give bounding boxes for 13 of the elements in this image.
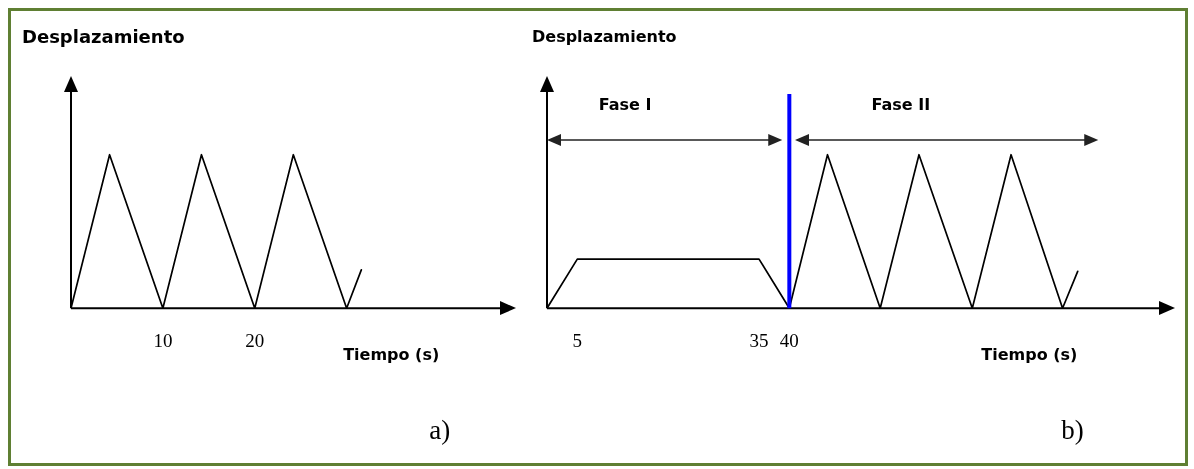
text: Fase I	[598, 94, 652, 114]
text: Fase II	[871, 94, 931, 114]
x-tick-label: 20	[245, 329, 265, 351]
x-tick-label: 40	[779, 329, 799, 351]
y-axis-title: Desplazamiento	[22, 25, 185, 47]
y-axis-title: Desplazamiento	[532, 27, 677, 47]
x-tick-label: 35	[749, 329, 769, 351]
x-axis-title: Tiempo (s)	[981, 345, 1078, 365]
x-axis-title: Tiempo (s)	[343, 345, 440, 365]
x-tick-label: 5	[572, 329, 583, 351]
text: a)	[429, 415, 451, 446]
text: b)	[1061, 415, 1084, 446]
x-tick-label: 10	[153, 329, 173, 351]
